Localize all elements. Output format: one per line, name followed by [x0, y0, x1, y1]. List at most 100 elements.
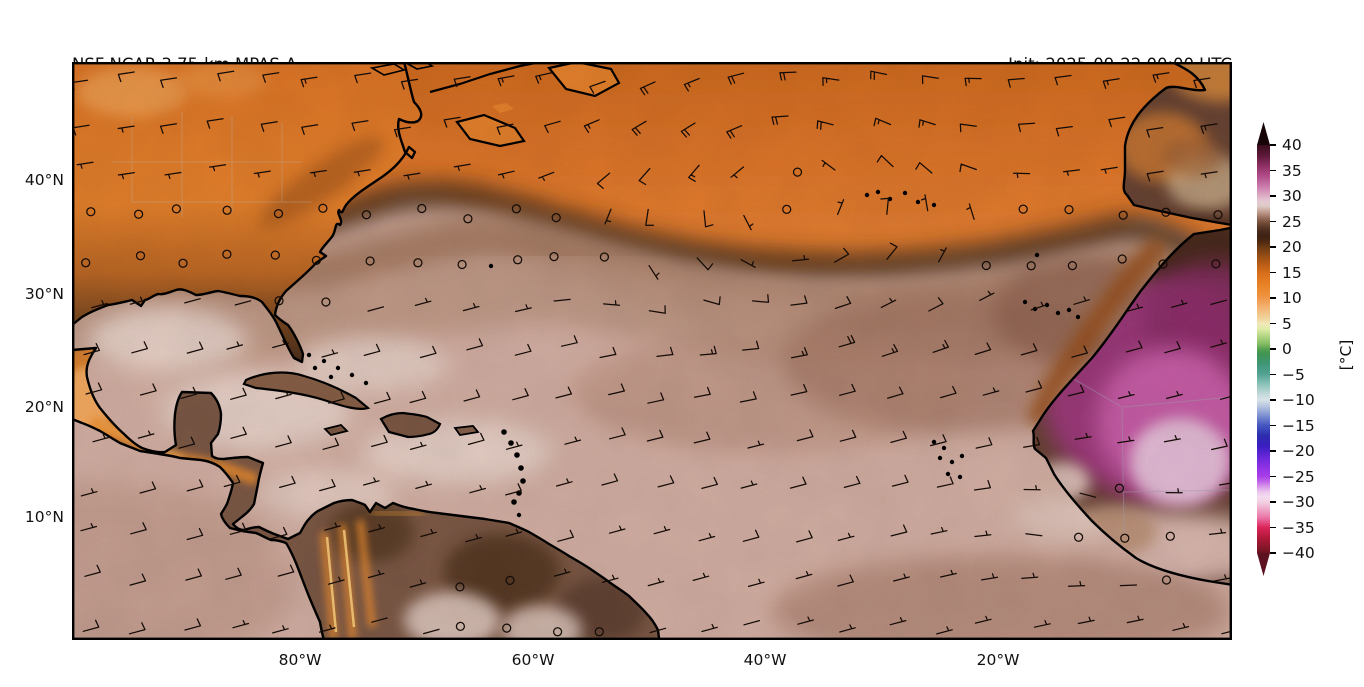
calm-wind-circle [1161, 207, 1171, 217]
calm-wind-circle [1026, 261, 1036, 271]
calm-wind-circle [549, 251, 559, 262]
calm-wind-circle [981, 260, 991, 271]
calm-wind-circle [273, 208, 284, 219]
colorbar-tick [1270, 144, 1276, 146]
calm-wind-circle [270, 250, 280, 260]
calm-wind-circle [457, 259, 467, 270]
lat-tick-label: 40°N [24, 171, 64, 189]
map-panel [72, 62, 1232, 640]
colorbar-tick-label: −10 [1282, 391, 1315, 409]
calm-wind-circle [1158, 259, 1168, 269]
calm-wind-circle [1117, 254, 1127, 264]
colorbar-tick-label: −20 [1282, 442, 1315, 460]
temperature-wind-map [72, 62, 1232, 640]
colorbar-tick-label: −15 [1282, 416, 1315, 435]
colorbar-tick-label: 0 [1282, 340, 1292, 358]
calm-wind-circle [792, 167, 803, 177]
colorbar-tick [1270, 526, 1276, 529]
lat-tick-label: 20°N [24, 398, 64, 416]
colorbar-tick-label: 20 [1282, 238, 1302, 256]
calm-wind-circle [511, 204, 522, 214]
colorbar-tick [1270, 424, 1276, 427]
calm-wind-circle [455, 582, 465, 592]
colorbar-tick-label: −5 [1282, 365, 1305, 384]
colorbar-tick-label: 35 [1282, 161, 1302, 180]
calm-wind-circle [365, 256, 375, 266]
colorbar-tick [1270, 399, 1276, 401]
calm-wind-circle [599, 252, 610, 262]
calm-wind-circle [133, 209, 144, 219]
calm-wind-circle [1067, 260, 1078, 271]
calm-wind-circle [551, 212, 561, 223]
lon-tick-label: 60°W [511, 651, 555, 669]
colorbar-tick [1270, 322, 1276, 325]
calm-wind-circle [1213, 210, 1223, 220]
calm-wind-circle [171, 204, 182, 214]
colorbar-tick-label: −25 [1282, 467, 1315, 486]
calm-wind-circle [1073, 532, 1084, 542]
colorbar-tick-label: −40 [1282, 544, 1315, 562]
calm-wind-circle [505, 575, 515, 586]
colorbar: 40 35 30 25 20 15 10 5 0 −5 −10 −15 −20 −25 −30 −35 −40 [1257, 122, 1357, 592]
calm-wind-circle [86, 207, 96, 217]
calm-wind-circle [782, 204, 792, 215]
lon-tick-label: 80°W [278, 651, 322, 669]
colorbar-tick [1270, 501, 1276, 503]
calm-wind-circle [1161, 575, 1172, 585]
calm-wind-circle [1211, 259, 1221, 269]
calm-wind-circle [594, 627, 604, 637]
calm-wind-circle [417, 203, 427, 214]
calm-wind-circle [1120, 533, 1130, 543]
colorbar-tick-label: 30 [1282, 187, 1302, 205]
colorbar-tick-label: 40 [1282, 136, 1302, 154]
calm-wind-circle [455, 621, 466, 632]
calm-wind-circle [361, 210, 372, 220]
calm-wind-circle [1118, 210, 1128, 220]
calm-wind-circle [1018, 204, 1028, 214]
colorbar-tick [1270, 195, 1276, 197]
calm-wind-circle [463, 214, 473, 224]
colorbar-tick [1270, 348, 1276, 350]
colorbar-tick [1270, 373, 1276, 376]
calm-wind-circle [222, 205, 232, 215]
map-frame [72, 62, 1232, 640]
calm-wind-circle [502, 623, 512, 633]
calm-wind-circle [311, 255, 322, 266]
colorbar-tick-label: −35 [1282, 518, 1315, 537]
colorbar-tick [1270, 552, 1276, 554]
calm-wind-circle [552, 627, 563, 637]
colorbar-gradient-bar [1257, 145, 1270, 553]
calm-wind-circle [178, 258, 188, 268]
calm-wind-circle [274, 296, 284, 306]
colorbar-tick [1270, 169, 1276, 172]
colorbar-tick [1270, 450, 1276, 452]
calm-wind-circle [1114, 483, 1125, 493]
colorbar-over-arrow [1257, 122, 1270, 145]
calm-wind-circle [1064, 204, 1074, 215]
lon-tick-label: 40°W [743, 651, 787, 669]
colorbar-tick-label: 5 [1282, 314, 1292, 333]
colorbar-tick [1270, 220, 1276, 223]
colorbar-tick [1270, 297, 1276, 299]
map-layers [72, 62, 1232, 640]
calm-wind-circle [513, 255, 523, 265]
colorbar-under-arrow [1257, 553, 1270, 576]
calm-wind-circle [135, 251, 146, 261]
calm-wind-circle [81, 258, 91, 268]
colorbar-unit-label: [°C] [1337, 339, 1355, 371]
colorbar-tick-label: 10 [1282, 289, 1302, 307]
calm-wind-circle [318, 203, 328, 213]
colorbar-tick-label: −30 [1282, 493, 1315, 511]
colorbar-tick-label: 15 [1282, 263, 1302, 282]
lat-tick-label: 30°N [24, 285, 64, 303]
colorbar-tick [1270, 475, 1276, 478]
lat-tick-label: 10°N [24, 508, 64, 526]
lon-tick-label: 20°W [976, 651, 1020, 669]
calm-wind-circle [1165, 531, 1175, 541]
calm-wind-circle [222, 249, 232, 259]
grain-texture [72, 62, 1232, 640]
colorbar-tick [1270, 271, 1276, 274]
colorbar-tick-label: 25 [1282, 212, 1302, 231]
calm-wind-circle [413, 258, 423, 268]
